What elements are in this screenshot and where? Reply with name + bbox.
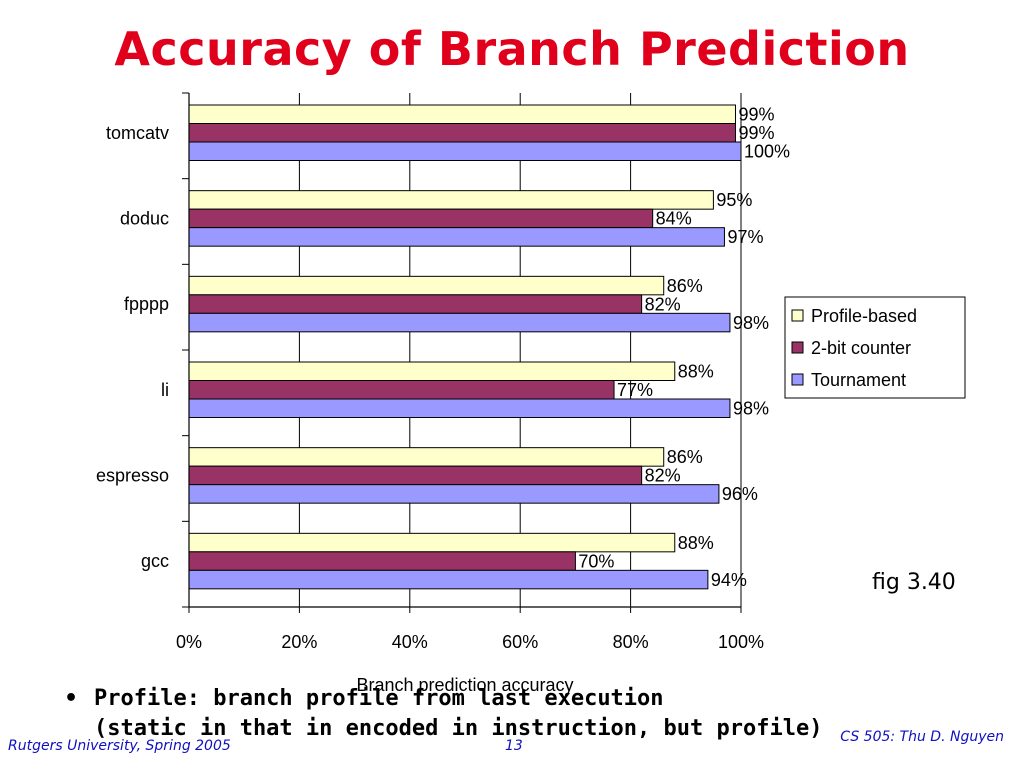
data-label: 97% xyxy=(727,227,763,247)
bullet-point: • Profile: branch profile from last exec… xyxy=(64,684,846,744)
bar xyxy=(188,312,731,333)
data-label: 82% xyxy=(645,294,681,314)
category-label: fpppp xyxy=(124,294,169,314)
category-label: tomcatv xyxy=(106,123,169,143)
data-label: 86% xyxy=(667,276,703,296)
x-tick-label: 40% xyxy=(392,632,428,652)
data-label: 99% xyxy=(738,123,774,143)
legend-label: Tournament xyxy=(811,370,906,390)
bar xyxy=(188,208,654,229)
bar xyxy=(188,123,736,143)
legend-swatch xyxy=(791,373,804,386)
bar xyxy=(188,275,665,296)
data-label: 96% xyxy=(722,484,758,504)
data-label: 95% xyxy=(716,190,752,210)
bar xyxy=(188,532,676,553)
data-label: 77% xyxy=(617,380,653,400)
category-label: espresso xyxy=(96,465,169,485)
data-label: 82% xyxy=(645,466,681,486)
x-tick-label: 0% xyxy=(176,632,202,652)
footer-institution: Rutgers University, Spring 2005 xyxy=(8,738,231,754)
legend-swatch xyxy=(791,309,804,322)
legend-label: 2-bit counter xyxy=(811,338,911,358)
data-label: 88% xyxy=(678,533,714,553)
data-label: 84% xyxy=(656,209,692,229)
bar xyxy=(188,361,676,381)
data-label: 98% xyxy=(733,399,769,419)
category-label: doduc xyxy=(120,208,169,228)
legend-swatch xyxy=(791,341,804,354)
x-tick-label: 20% xyxy=(281,632,317,652)
branch-accuracy-chart: 99%99%100%tomcatv95%84%97%doduc86%82%98%… xyxy=(96,92,966,695)
bar xyxy=(188,104,736,124)
bar xyxy=(188,447,665,467)
category-label: gcc xyxy=(141,551,169,571)
category-label: li xyxy=(161,380,169,400)
page-number: 13 xyxy=(505,738,523,754)
x-axis-title: Branch prediction accuracy xyxy=(356,675,573,695)
x-tick-label: 80% xyxy=(613,632,649,652)
bullet-line-1: Profile: branch profile from last execut… xyxy=(94,686,664,711)
bar xyxy=(188,484,720,504)
bullet-symbol: • xyxy=(64,686,79,711)
slide-title: Accuracy of Branch Prediction xyxy=(114,22,910,76)
bar xyxy=(188,551,576,571)
bar xyxy=(188,294,643,314)
data-label: 98% xyxy=(733,313,769,333)
x-tick-label: 60% xyxy=(502,632,538,652)
legend-label: Profile-based xyxy=(811,306,917,326)
bar xyxy=(188,190,714,210)
data-label: 100% xyxy=(744,142,790,162)
bar xyxy=(188,465,643,486)
data-label: 94% xyxy=(711,570,747,590)
bar xyxy=(188,227,725,247)
data-label: 88% xyxy=(678,362,714,382)
legend-box xyxy=(784,296,966,399)
bullet-line-2: (static in that in encoded in instructio… xyxy=(94,716,823,741)
bar xyxy=(188,141,742,161)
bar xyxy=(188,398,731,418)
data-label: 86% xyxy=(667,447,703,467)
footer-course: CS 505: Thu D. Nguyen xyxy=(840,729,1004,745)
bar xyxy=(188,569,709,590)
x-tick-label: 100% xyxy=(718,632,764,652)
data-label: 99% xyxy=(738,105,774,125)
bar xyxy=(188,380,615,400)
data-label: 70% xyxy=(578,551,614,571)
figure-label: fig 3.40 xyxy=(872,570,956,595)
